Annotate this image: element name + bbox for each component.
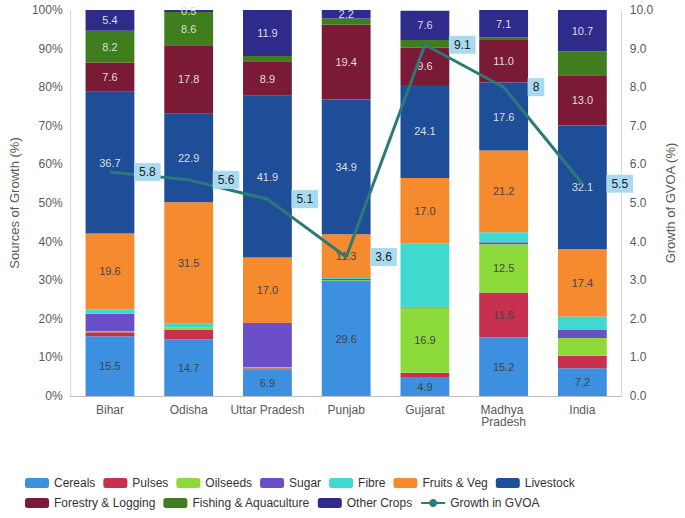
svg-text:8.9: 8.9 (260, 73, 275, 85)
svg-text:29.6: 29.6 (335, 333, 356, 345)
svg-text:Sugar: Sugar (289, 476, 321, 490)
svg-text:17.4: 17.4 (572, 277, 593, 289)
svg-text:50%: 50% (39, 196, 63, 210)
svg-text:Bihar: Bihar (96, 403, 124, 417)
svg-text:Odisha: Odisha (170, 403, 208, 417)
svg-text:Gujarat: Gujarat (405, 403, 445, 417)
svg-text:12.5: 12.5 (493, 262, 514, 274)
svg-text:8.0: 8.0 (630, 80, 647, 94)
svg-text:6.9: 6.9 (260, 377, 275, 389)
svg-text:16.9: 16.9 (414, 334, 435, 346)
svg-text:4.0: 4.0 (630, 235, 647, 249)
svg-text:20%: 20% (39, 312, 63, 326)
svg-text:Forestry & Logging: Forestry & Logging (54, 496, 155, 510)
svg-text:Growth of GVOA (%): Growth of GVOA (%) (663, 143, 678, 264)
svg-text:Sources of Growth (%): Sources of Growth (%) (7, 137, 22, 269)
svg-text:7.6: 7.6 (102, 71, 117, 83)
svg-text:3.0: 3.0 (630, 273, 647, 287)
svg-text:5.0: 5.0 (630, 196, 647, 210)
svg-text:100%: 100% (32, 3, 63, 17)
svg-text:0%: 0% (45, 389, 63, 403)
svg-text:Livestock: Livestock (525, 476, 576, 490)
svg-text:11.3: 11.3 (335, 250, 357, 263)
svg-text:17.0: 17.0 (257, 284, 278, 296)
svg-text:1.0: 1.0 (630, 350, 647, 364)
svg-text:5.6: 5.6 (218, 173, 235, 187)
svg-text:Punjab: Punjab (327, 403, 365, 417)
svg-text:14.7: 14.7 (178, 362, 199, 374)
svg-text:15.2: 15.2 (493, 361, 514, 373)
svg-text:6.0: 6.0 (630, 157, 647, 171)
svg-text:Growth in GVOA: Growth in GVOA (450, 496, 539, 510)
svg-text:17.8: 17.8 (178, 73, 199, 85)
svg-text:Cereals: Cereals (54, 476, 95, 490)
svg-text:30%: 30% (39, 273, 63, 287)
svg-text:3.6: 3.6 (375, 250, 392, 264)
svg-text:40%: 40% (39, 235, 63, 249)
svg-text:5.8: 5.8 (139, 165, 156, 179)
svg-text:Fibre: Fibre (358, 476, 386, 490)
svg-text:India: India (569, 403, 595, 417)
svg-text:11.9: 11.9 (257, 27, 278, 39)
svg-text:Madhya: Madhya (480, 403, 527, 417)
svg-text:7.1: 7.1 (496, 18, 511, 30)
svg-text:70%: 70% (39, 119, 63, 133)
svg-text:9.6: 9.6 (417, 60, 433, 73)
svg-text:9.1: 9.1 (454, 38, 471, 52)
svg-text:Pradesh: Pradesh (481, 415, 526, 429)
svg-text:7.0: 7.0 (630, 119, 647, 133)
svg-text:41.9: 41.9 (257, 171, 278, 183)
svg-text:19.6: 19.6 (99, 265, 120, 277)
svg-text:31.5: 31.5 (178, 257, 199, 269)
svg-text:4.9: 4.9 (417, 381, 432, 393)
svg-text:9.0: 9.0 (630, 42, 647, 56)
svg-text:32.1: 32.1 (571, 181, 594, 194)
svg-text:60%: 60% (39, 157, 63, 171)
svg-text:13.0: 13.0 (572, 94, 593, 106)
svg-text:Other Crops: Other Crops (347, 496, 412, 510)
svg-text:17.0: 17.0 (414, 205, 435, 217)
svg-text:7.6: 7.6 (417, 19, 432, 31)
svg-text:10.0: 10.0 (630, 3, 654, 17)
svg-text:5.5: 5.5 (611, 177, 628, 191)
svg-text:34.9: 34.9 (335, 161, 356, 173)
svg-text:15.5: 15.5 (99, 360, 120, 372)
svg-text:17.6: 17.6 (493, 111, 514, 123)
svg-text:Oilseeds: Oilseeds (205, 476, 252, 490)
svg-text:Fruits & Veg: Fruits & Veg (422, 476, 487, 490)
svg-text:19.4: 19.4 (335, 56, 356, 68)
svg-text:5.4: 5.4 (102, 14, 117, 26)
svg-text:10.7: 10.7 (572, 25, 593, 37)
svg-text:80%: 80% (39, 80, 63, 94)
svg-text:21.2: 21.2 (493, 185, 514, 197)
svg-text:0.0: 0.0 (630, 389, 647, 403)
svg-text:2.0: 2.0 (630, 312, 647, 326)
svg-text:Fishing & Aquaculture: Fishing & Aquaculture (192, 496, 309, 510)
svg-text:Uttar Pradesh: Uttar Pradesh (230, 403, 304, 417)
svg-text:24.1: 24.1 (414, 125, 435, 137)
svg-text:5.1: 5.1 (296, 192, 313, 206)
svg-text:7.2: 7.2 (575, 376, 590, 388)
svg-text:8: 8 (533, 80, 540, 94)
svg-text:90%: 90% (39, 42, 63, 56)
svg-text:0.5: 0.5 (181, 5, 196, 17)
svg-text:36.7: 36.7 (99, 157, 120, 169)
svg-text:Pulses: Pulses (132, 476, 168, 490)
svg-text:8.6: 8.6 (181, 23, 196, 35)
svg-text:8.2: 8.2 (102, 41, 117, 53)
svg-text:2.2: 2.2 (339, 8, 354, 20)
svg-text:22.9: 22.9 (178, 152, 199, 164)
svg-text:11.0: 11.0 (493, 55, 514, 67)
svg-text:11.6: 11.6 (493, 309, 514, 321)
svg-text:10%: 10% (39, 350, 63, 364)
